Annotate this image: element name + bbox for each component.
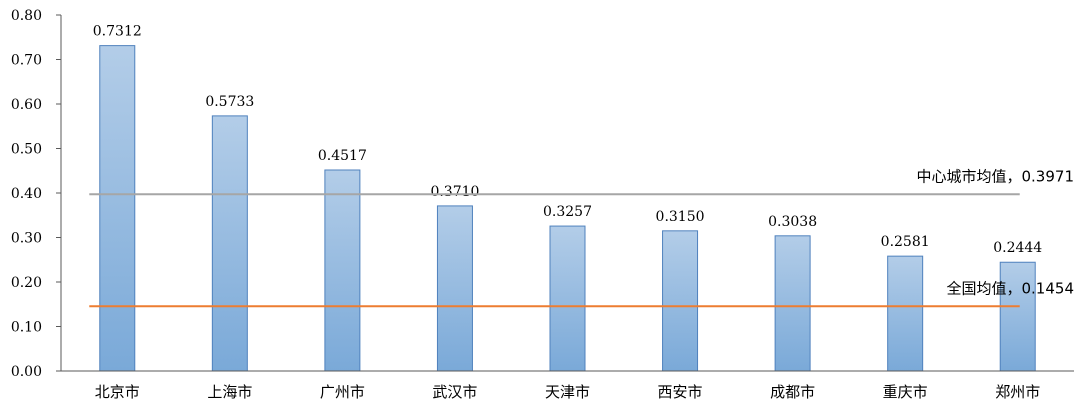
bar (774, 235, 811, 372)
x-tick-label: 上海市 (207, 383, 252, 401)
bar (999, 261, 1036, 372)
x-tick-label: 西安市 (658, 383, 703, 401)
reference-line-label: 中心城市均值，0.3971 (917, 167, 1075, 185)
y-tick-label: 0.40 (11, 186, 42, 202)
y-tick-label: 0.60 (11, 97, 42, 113)
y-tick-label: 0.50 (11, 142, 42, 158)
bar (436, 205, 473, 372)
bar-value-label: 0.5733 (205, 94, 254, 110)
x-tick-label: 天津市 (545, 383, 590, 401)
y-tick-label: 0.30 (11, 231, 42, 247)
x-tick-label: 郑州市 (995, 383, 1040, 401)
bar-value-label: 0.2581 (881, 234, 930, 250)
bar-value-label: 0.7312 (93, 24, 142, 40)
reference-lines: 中心城市均值，0.3971 全国均值，0.1454 (89, 167, 1075, 308)
y-tick-label: 0.10 (11, 320, 42, 336)
reference-line-label: 全国均值，0.1454 (947, 279, 1075, 297)
bar (887, 255, 924, 372)
bar-value-label: 0.3710 (430, 184, 479, 200)
y-tick-label: 0.20 (11, 275, 42, 291)
y-tick-label: 0.00 (11, 364, 42, 380)
x-tick-label: 北京市 (95, 383, 140, 401)
x-tick-label: 广州市 (320, 383, 365, 401)
bar-value-label: 0.3150 (656, 209, 705, 225)
y-tick-label: 0.70 (11, 53, 42, 69)
bars: 0.7312 0.5733 0.4517 0.3710 0.3257 0.3150 0.30… (93, 24, 1042, 372)
x-tick-label: 重庆市 (883, 383, 928, 401)
x-tick-label: 武汉市 (432, 383, 477, 401)
y-axis: 0.00 0.10 0.20 0.30 0.40 0.50 0.60 0.70 0.80 (11, 8, 62, 380)
bar (211, 115, 248, 372)
bar-value-label: 0.3257 (543, 204, 592, 220)
x-axis: 北京市 上海市 广州市 武汉市 天津市 西安市 成都市 重庆市 郑州市 (61, 370, 1074, 401)
bar (549, 225, 586, 372)
bar-value-label: 0.4517 (318, 148, 367, 164)
bar (662, 230, 699, 372)
bar-value-label: 0.3038 (768, 214, 817, 230)
y-tick-label: 0.80 (11, 8, 42, 24)
bar (99, 45, 136, 372)
bar (324, 169, 361, 372)
bar-value-label: 0.2444 (993, 240, 1042, 256)
x-tick-label: 成都市 (770, 383, 815, 401)
